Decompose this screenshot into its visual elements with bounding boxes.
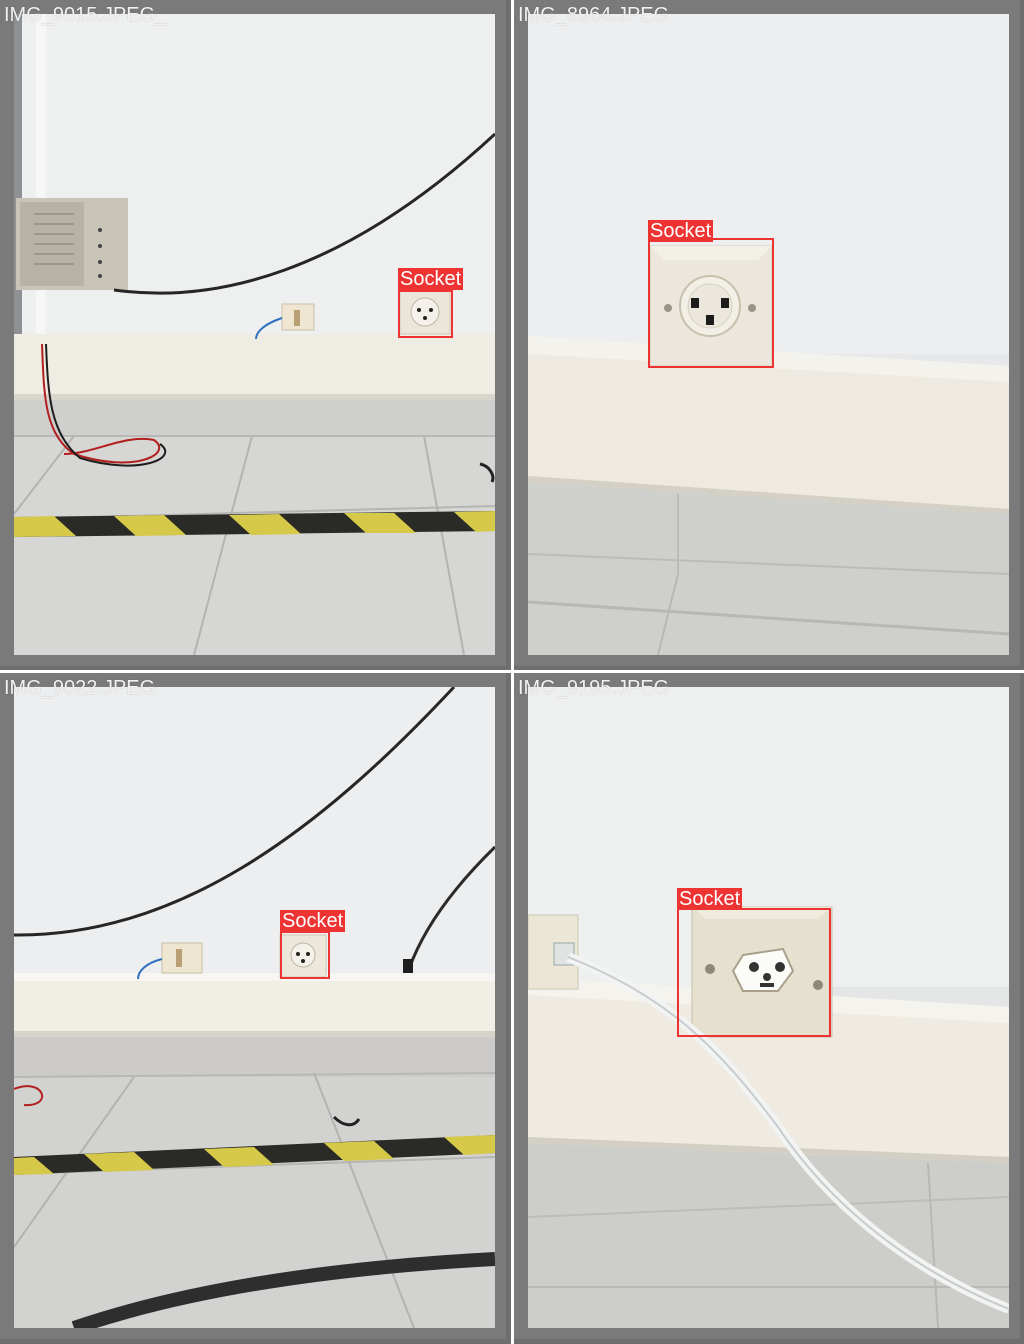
grid-separator-horizontal <box>0 670 1024 673</box>
detection-label: Socket <box>280 910 346 932</box>
photo-closeup-socket-on-wall <box>528 14 1009 655</box>
image-tile-3: IMG_9022.JPEG Socket <box>0 673 506 1339</box>
detection-label: Socket <box>648 220 714 242</box>
image-filename: IMG_9195.JPEG <box>518 677 670 699</box>
detection-bounding-box <box>677 908 831 1037</box>
image-filename: IMG_9015.JPEG_ <box>4 4 167 26</box>
image-tile-1: IMG_9015.JPEG_ Socket <box>0 0 506 666</box>
image-filename: IMG_9022.JPEG <box>4 677 156 699</box>
photo-wall-with-socket-and-junction-box <box>14 14 495 655</box>
photo-socket-with-plugged-cable <box>528 687 1009 1328</box>
detection-bounding-box <box>398 290 453 338</box>
photo-wall-with-socket-and-cables <box>14 687 495 1328</box>
image-filename: IMG_8964.JPEG <box>518 4 670 26</box>
detection-label: Socket <box>677 888 743 910</box>
detection-bounding-box <box>280 931 330 979</box>
detection-bounding-box <box>648 238 774 368</box>
image-tile-4: IMG_9195.JPEG Socket <box>514 673 1020 1339</box>
image-tile-2: IMG_8964.JPEG Socket <box>514 0 1020 666</box>
detection-label: Socket <box>398 268 464 290</box>
